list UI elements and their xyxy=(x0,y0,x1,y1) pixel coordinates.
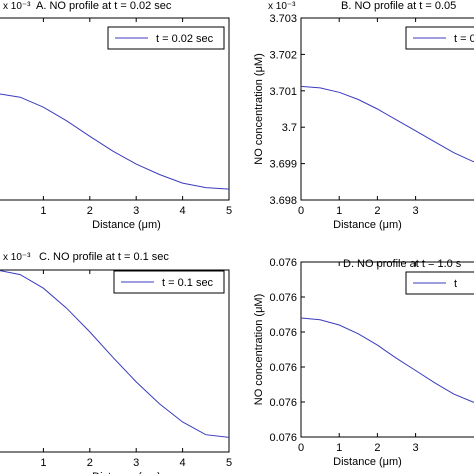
y-tick-label: 3.702 xyxy=(269,49,297,61)
y-tick-label: 0.076 xyxy=(269,257,297,269)
x-tick-label: 2 xyxy=(87,205,93,217)
x-tick-label: 2 xyxy=(374,205,380,217)
y-axis-label: NO concentration (μM) xyxy=(253,53,265,164)
y-tick-label: 3.7 xyxy=(282,122,297,134)
x-tick-label: 0 xyxy=(298,442,304,454)
panel-title: C. NO profile at t = 0.1 sec xyxy=(39,251,169,263)
x-tick-label: 0 xyxy=(298,205,304,217)
series-line xyxy=(300,317,474,403)
y-tick-label: 0.076 xyxy=(269,432,297,444)
legend-label: t = 0.05 xyxy=(454,33,474,45)
x-tick-label: 4 xyxy=(180,457,186,469)
series-line xyxy=(0,93,230,190)
axis-exponent: x 10⁻³ xyxy=(268,1,296,12)
legend-label: t = 0.02 sec xyxy=(156,33,214,45)
y-tick-label: 3.701 xyxy=(269,86,297,98)
y-tick-label: 3.698 xyxy=(269,195,297,207)
plot-area xyxy=(0,269,230,453)
y-tick-label: 3.699 xyxy=(269,159,297,171)
legend-label: t = 0.1 sec xyxy=(162,277,214,289)
x-tick-label: 3 xyxy=(413,205,419,217)
x-tick-label: 1 xyxy=(336,205,342,217)
x-tick-label: 1 xyxy=(40,457,46,469)
panel-title: B. NO profile at t = 0.05 xyxy=(341,0,456,12)
y-tick-label: 0.076 xyxy=(269,397,297,409)
axis-exponent: x 10⁻³ xyxy=(3,252,31,263)
x-axis-label: Distance (μm) xyxy=(333,219,402,231)
series-line xyxy=(300,85,474,163)
panel-d: 0 1 2 3 0.076 0.076 0.076 0.076 0.076 0.076 Distan… xyxy=(253,257,474,468)
legend-box xyxy=(113,270,225,294)
x-tick-label: 3 xyxy=(133,457,139,469)
x-tick-label: 2 xyxy=(87,457,93,469)
panel-title: A. NO profile at t = 0.02 sec xyxy=(36,0,172,12)
x-tick-label: 3 xyxy=(133,205,139,217)
panel-b: 0 1 2 3 3.698 3.699 3.7 3.701 3.702 3.703 Distance… xyxy=(253,0,474,231)
panel-c: 1 2 3 4 5 Distance (μm) C. NO profile at t = 0… xyxy=(0,251,232,474)
series-line xyxy=(0,270,230,438)
y-tick-label: 3.703 xyxy=(269,13,297,25)
axis-exponent: x 10⁻³ xyxy=(3,1,31,12)
x-tick-label: 1 xyxy=(40,205,46,217)
x-tick-label: 3 xyxy=(413,442,419,454)
x-axis-label: Distance (μm) xyxy=(333,456,402,468)
x-tick-label: 5 xyxy=(226,457,232,469)
panel-title: D. NO profile at t = 1.0 s xyxy=(343,258,462,270)
panel-a: 1 2 3 4 5 Distance (μm) A. NO profile at t = 0… xyxy=(0,0,232,231)
x-axis-label: Distance (μm) xyxy=(92,471,161,474)
legend-box xyxy=(107,26,225,50)
y-axis-label: NO concentration (μM) xyxy=(253,294,265,405)
x-tick-label: 4 xyxy=(180,205,186,217)
y-tick-label: 0.076 xyxy=(269,327,297,339)
x-tick-label: 5 xyxy=(226,205,232,217)
legend-label: t xyxy=(454,278,457,290)
x-axis-label: Distance (μm) xyxy=(92,219,161,231)
y-tick-label: 0.076 xyxy=(269,292,297,304)
y-tick-label: 0.076 xyxy=(269,362,297,374)
x-tick-label: 2 xyxy=(374,442,380,454)
x-tick-label: 1 xyxy=(336,442,342,454)
